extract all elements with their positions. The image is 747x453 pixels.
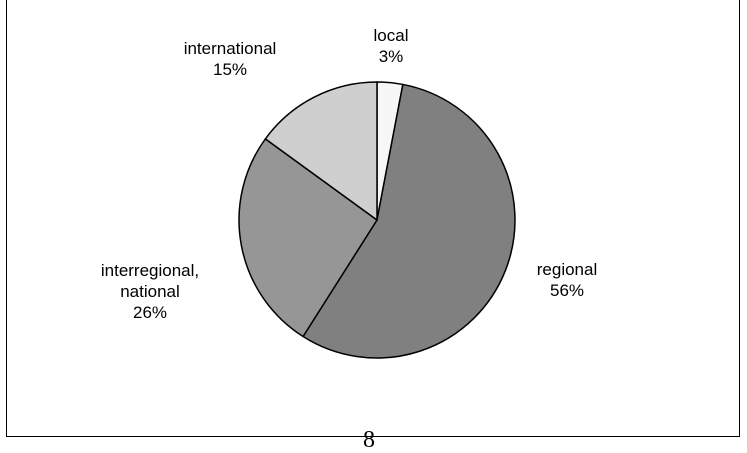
slice-percent-label: 26% — [133, 303, 167, 322]
slice-percent-label: 15% — [213, 60, 247, 79]
slice-category-label: local — [374, 26, 409, 45]
pie-slice-regional — [302, 83, 516, 359]
slice-category-label: regional — [537, 260, 598, 279]
slice-category-label: international — [184, 39, 277, 58]
pie-slice-international — [264, 81, 378, 221]
slice-category-label: interregional, — [101, 261, 199, 280]
slice-percent-label: 3% — [379, 47, 404, 66]
data-label-regional: regional 56% — [537, 260, 598, 300]
page-number: 8 — [363, 427, 375, 453]
data-label-interregional-national: interregional, national 26% — [101, 261, 199, 322]
data-label-local: local 3% — [374, 26, 409, 66]
slice-percent-label: 56% — [550, 281, 584, 300]
pie-slice-interregional-national — [238, 138, 378, 338]
data-label-international: international 15% — [184, 39, 277, 79]
slice-category-label: national — [120, 282, 180, 301]
